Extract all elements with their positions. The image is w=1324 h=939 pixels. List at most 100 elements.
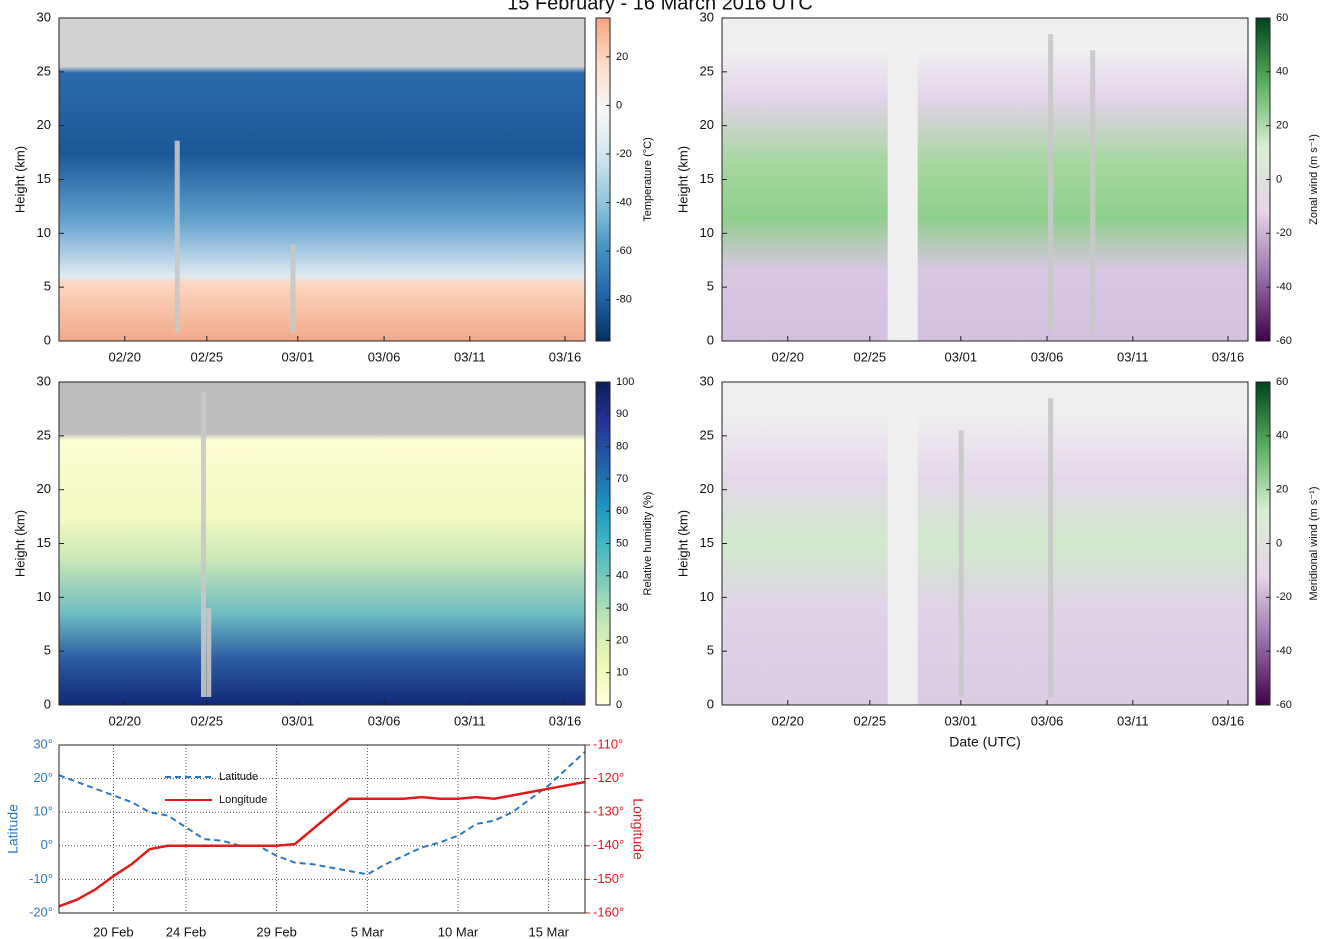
colorbar-tick-label: 20 bbox=[616, 634, 628, 646]
colorbar-tick-label: -40 bbox=[1276, 645, 1292, 657]
colorbar-tick-label: 0 bbox=[1276, 173, 1282, 185]
x-tick-label: 03/06 bbox=[368, 349, 401, 364]
colorbar-tick-label: 60 bbox=[616, 505, 628, 517]
y-tick-label: 10 bbox=[700, 225, 714, 240]
x-tick-label: 02/20 bbox=[771, 349, 804, 364]
colorbar-tick-label: 90 bbox=[616, 408, 628, 420]
colorbar-label: Temperature (°C) bbox=[642, 137, 654, 221]
x-tick-label: 03/16 bbox=[549, 349, 582, 364]
colorbar-tick-label: -60 bbox=[1276, 699, 1292, 711]
colorbar-tick-label: 40 bbox=[616, 570, 628, 582]
y2-tick-label: -120° bbox=[593, 770, 624, 785]
colorbar-label: Meridional wind (m s⁻¹) bbox=[1308, 487, 1320, 601]
y-axis-label: Height (km) bbox=[12, 510, 27, 577]
y-tick-label: 30 bbox=[37, 373, 51, 388]
y-tick-label: 30 bbox=[37, 9, 51, 24]
x-tick-label: 02/25 bbox=[854, 349, 887, 364]
x-tick-label: 03/06 bbox=[368, 713, 401, 728]
colorbar-tick-label: 20 bbox=[616, 51, 628, 63]
y-tick-label: 5 bbox=[707, 643, 714, 658]
y-tick-label: 5 bbox=[44, 279, 51, 294]
x-tick-label: 03/16 bbox=[1212, 713, 1245, 728]
y-tick-label: 25 bbox=[700, 427, 714, 442]
missing-gap bbox=[887, 18, 918, 341]
colorbar-tick-label: -60 bbox=[616, 245, 632, 257]
y2-tick-label: -140° bbox=[593, 837, 624, 852]
missing-column bbox=[1048, 34, 1054, 334]
y-tick-label: 30° bbox=[33, 736, 53, 751]
missing-column bbox=[290, 244, 296, 333]
y-tick-label: 20 bbox=[700, 117, 714, 132]
colorbar-tick-label: 20 bbox=[1276, 484, 1288, 496]
y-tick-label: 30 bbox=[700, 373, 714, 388]
x-tick-label: 02/25 bbox=[191, 349, 224, 364]
y-axis-label: Height (km) bbox=[675, 510, 690, 577]
x-tick-label: 03/11 bbox=[1117, 349, 1149, 364]
colorbar-tick-label: 20 bbox=[1276, 120, 1288, 132]
x-tick-label: 03/01 bbox=[282, 713, 315, 728]
y-tick-label: 15 bbox=[37, 171, 51, 186]
field bbox=[59, 382, 585, 705]
missing-column bbox=[1048, 398, 1054, 697]
y-tick-label: 20 bbox=[37, 481, 51, 496]
y-tick-label: 30 bbox=[700, 9, 714, 24]
colorbar-tick-label: 70 bbox=[616, 473, 628, 485]
y-tick-label: 5 bbox=[707, 279, 714, 294]
colorbar-tick-label: 0 bbox=[1276, 537, 1282, 549]
y-tick-label: 0° bbox=[41, 837, 53, 852]
y-tick-label: 0 bbox=[707, 332, 714, 347]
x-tick-label: 03/16 bbox=[1212, 349, 1245, 364]
x-tick-label: 03/01 bbox=[945, 349, 978, 364]
colorbar-tick-label: 10 bbox=[616, 667, 628, 679]
x-tick-label: 03/06 bbox=[1031, 713, 1064, 728]
y-tick-label: 25 bbox=[37, 427, 51, 442]
field bbox=[59, 18, 585, 341]
y-tick-label: 15 bbox=[37, 535, 51, 550]
y-tick-label: 15 bbox=[700, 535, 714, 550]
missing-column bbox=[958, 430, 964, 697]
y-tick-label: 5 bbox=[44, 643, 51, 658]
y-tick-label: 10° bbox=[33, 804, 53, 819]
field bbox=[722, 382, 1248, 705]
figure-title: 15 February - 16 March 2016 UTC bbox=[507, 0, 813, 14]
colorbar-tick-label: -80 bbox=[616, 294, 632, 306]
x-tick-label: 15 Mar bbox=[528, 924, 569, 939]
x-tick-label: 03/16 bbox=[549, 713, 582, 728]
y-tick-label: 10 bbox=[37, 589, 51, 604]
colorbar-tick-label: 50 bbox=[616, 537, 628, 549]
y-tick-label: -10° bbox=[29, 871, 53, 886]
series-line bbox=[58, 750, 586, 876]
colorbar-tick-label: 40 bbox=[1276, 66, 1288, 78]
y-tick-label: 25 bbox=[37, 63, 51, 78]
y2-tick-label: -150° bbox=[593, 871, 624, 886]
y-tick-label: 10 bbox=[700, 589, 714, 604]
x-tick-label: 24 Feb bbox=[166, 924, 206, 939]
colorbar-tick-label: 100 bbox=[616, 376, 634, 388]
y-tick-label: 0 bbox=[44, 332, 51, 347]
colorbar-tick-label: 0 bbox=[616, 699, 622, 711]
y-tick-label: 20 bbox=[37, 117, 51, 132]
x-tick-label: 03/06 bbox=[1031, 349, 1064, 364]
x-tick-label: 03/11 bbox=[454, 713, 486, 728]
x-axis-label: Date (UTC) bbox=[949, 734, 1021, 750]
x-tick-label: 02/25 bbox=[854, 713, 887, 728]
colorbar-tick-label: -20 bbox=[1276, 591, 1292, 603]
y-tick-label: 10 bbox=[37, 225, 51, 240]
colorbar-label: Relative humidity (%) bbox=[642, 492, 654, 596]
x-tick-label: 03/01 bbox=[945, 713, 978, 728]
colorbar-tick-label: 30 bbox=[616, 602, 628, 614]
x-tick-label: 02/20 bbox=[771, 713, 804, 728]
missing-column bbox=[1090, 50, 1096, 334]
missing-gap bbox=[887, 382, 918, 705]
y-tick-label: 15 bbox=[700, 171, 714, 186]
colorbar-tick-label: -20 bbox=[1276, 227, 1292, 239]
plot-frame bbox=[58, 744, 586, 914]
legend-label: Latitude bbox=[219, 771, 258, 783]
series-line bbox=[58, 780, 586, 908]
colorbar-tick-label: 80 bbox=[616, 441, 628, 453]
missing-column bbox=[174, 140, 180, 333]
colorbar-tick-label: 0 bbox=[616, 99, 622, 111]
colorbar-tick-label: 40 bbox=[1276, 430, 1288, 442]
y2-tick-label: -110° bbox=[593, 736, 623, 751]
